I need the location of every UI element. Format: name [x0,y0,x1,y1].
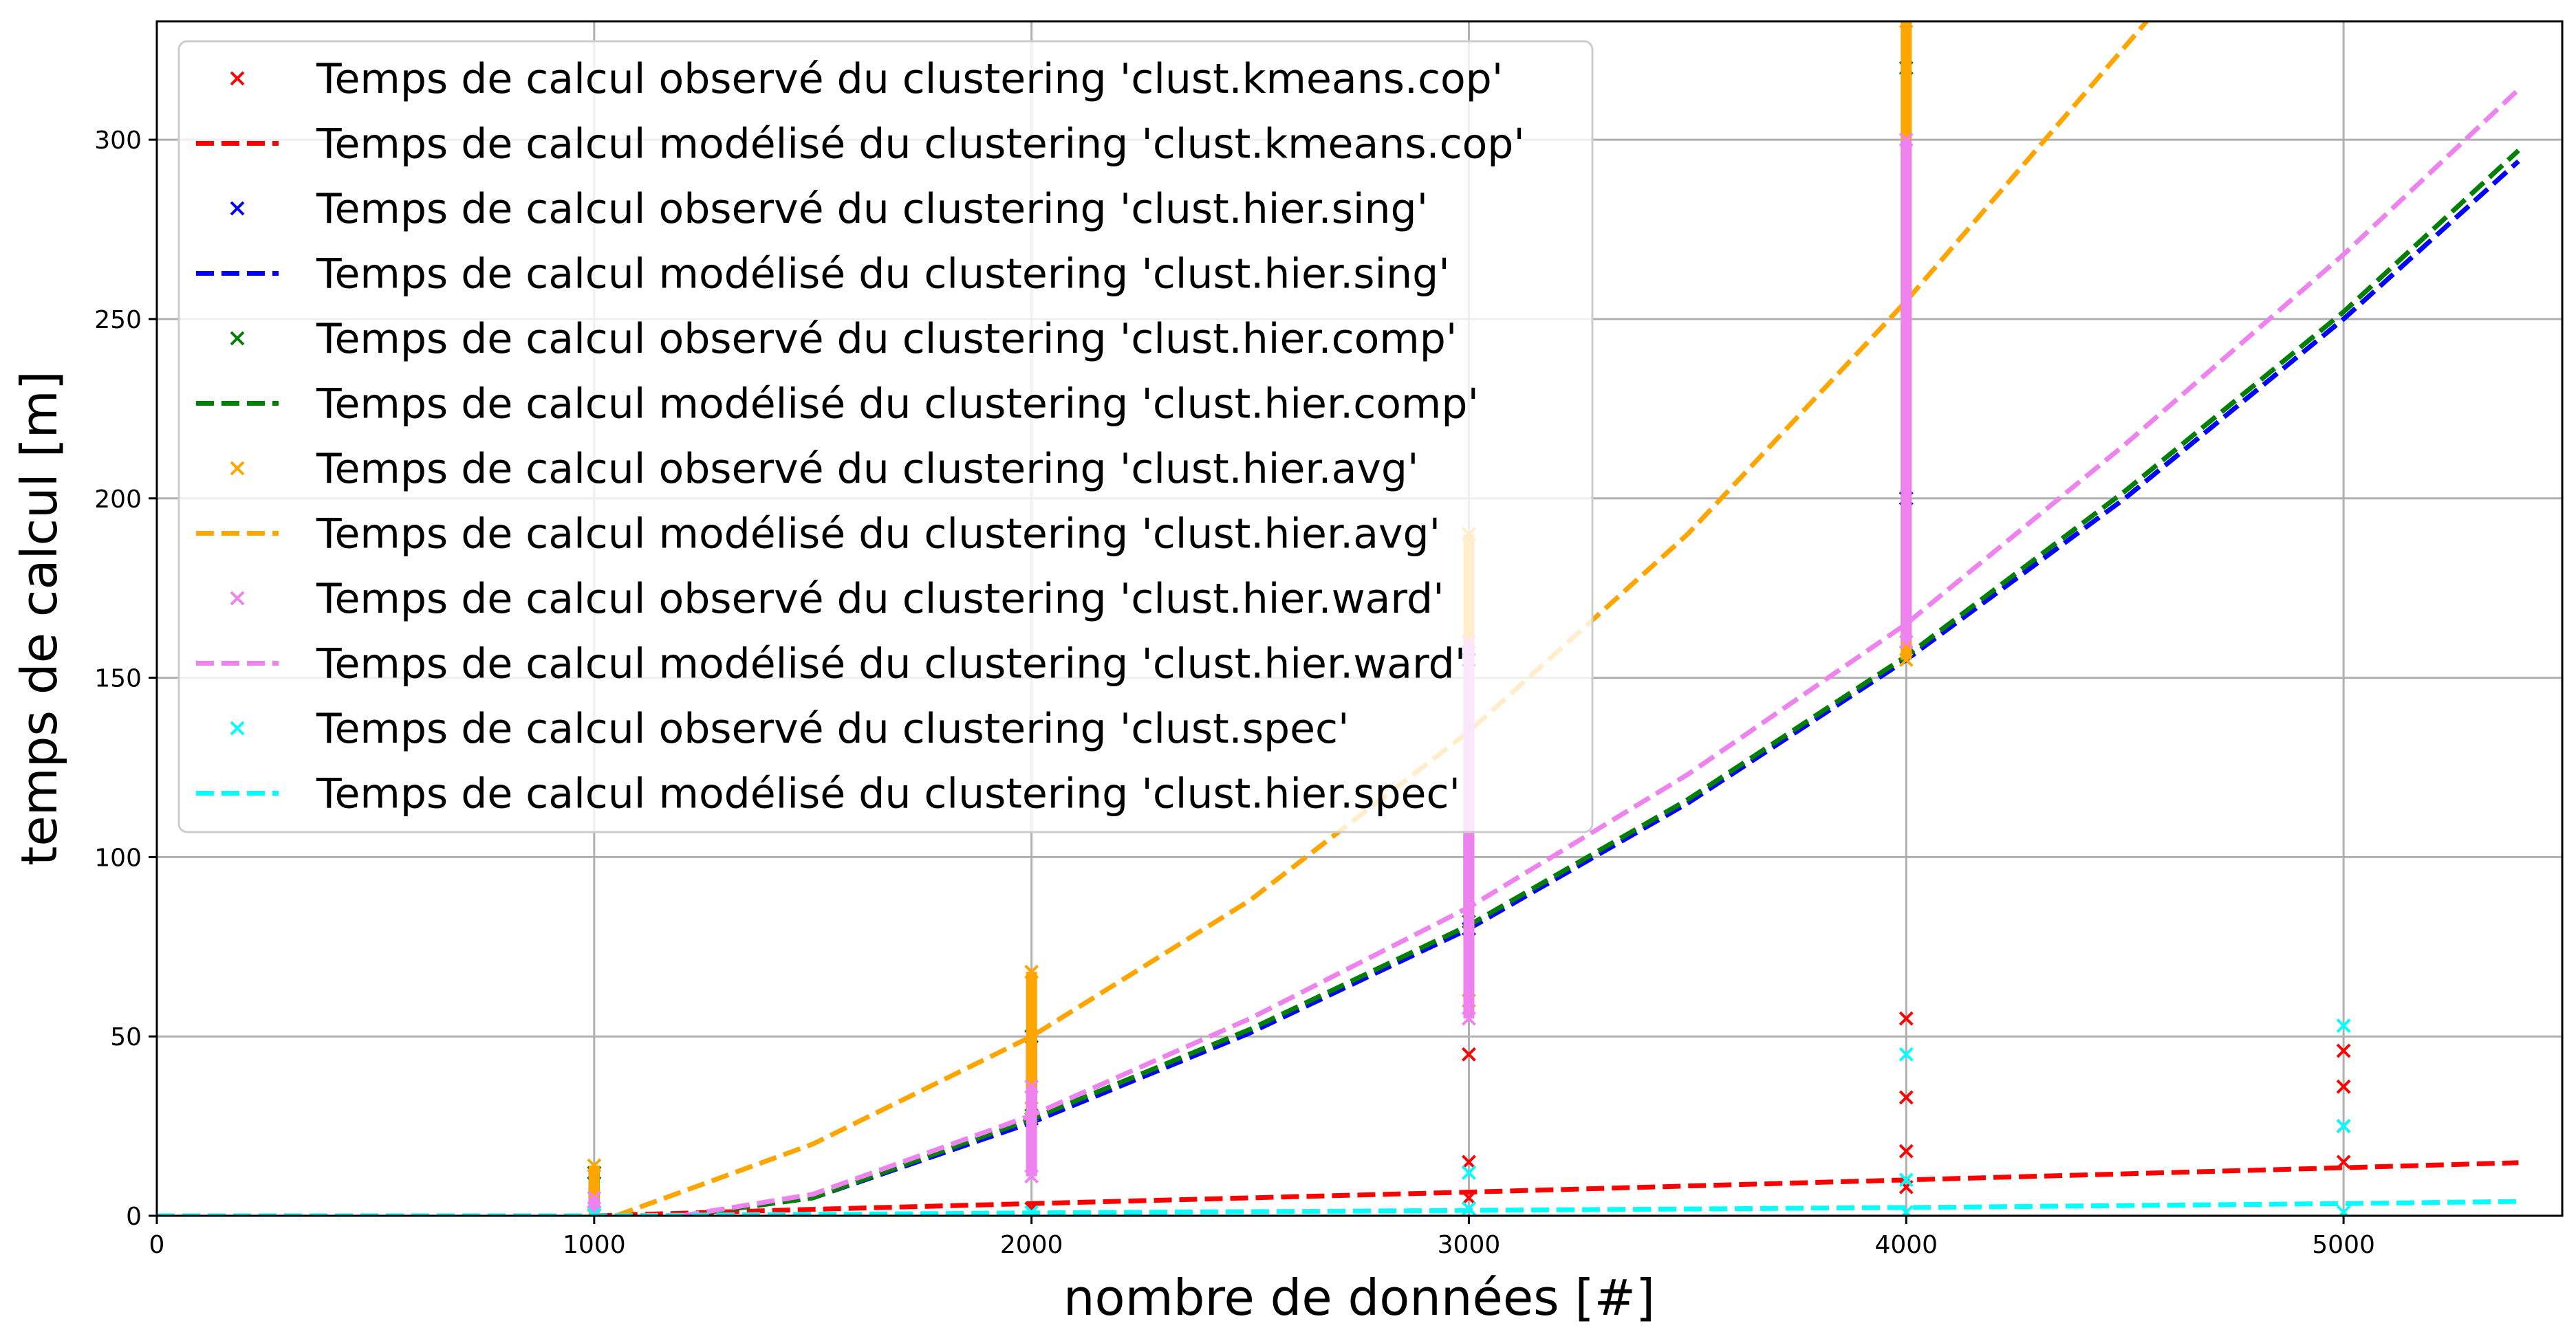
legend-item: Temps de calcul modélisé du clustering '… [196,120,1525,168]
x-tick-label: 3000 [1438,1231,1501,1259]
data-point [2336,1079,2351,1094]
legend-item: Temps de calcul observé du clustering 'c… [230,705,1350,753]
y-tick-label: 300 [94,127,142,155]
data-point [1462,1155,1476,1170]
data-point [2336,1205,2351,1216]
legend-label: Temps de calcul modélisé du clustering '… [316,770,1460,818]
legend-label: Temps de calcul modélisé du clustering '… [316,380,1479,428]
legend-item: Temps de calcul modélisé du clustering '… [196,770,1460,818]
legend-item: Temps de calcul observé du clustering 'c… [230,315,1457,363]
legend-item: Temps de calcul observé du clustering 'c… [230,575,1444,623]
data-point [230,331,245,346]
data-point [1898,132,1914,147]
legend-label: Temps de calcul modélisé du clustering '… [316,120,1525,168]
x-tick-label: 2000 [1000,1231,1063,1259]
data-point [230,721,245,736]
data-point [2336,1043,2351,1058]
model-line-clust-hier-spec [157,1199,2519,1216]
model-line-clust-hier-sing [681,159,2520,1216]
legend-label: Temps de calcul observé du clustering 'c… [316,705,1350,753]
data-point [2336,1018,2351,1033]
legend-item: Temps de calcul modélisé du clustering '… [196,380,1479,428]
x-tick-label: 0 [149,1231,165,1259]
legend-label: Temps de calcul observé du clustering 'c… [316,575,1444,623]
data-point [587,1158,602,1173]
legend-item: Temps de calcul modélisé du clustering '… [196,250,1450,298]
legend-item: Temps de calcul observé du clustering 'c… [230,55,1503,103]
data-point [1898,1144,1914,1159]
model-line-clust-kmeans-cop [594,1160,2519,1216]
data-point [230,201,245,216]
observed-clust-spec [587,1018,2351,1216]
data-point [1024,1169,1039,1184]
data-point [587,1205,602,1216]
data-point [230,71,245,86]
data-point [2336,1119,2351,1134]
data-point [1898,1172,1914,1188]
data-point [1898,653,1914,667]
data-point [1024,1079,1039,1094]
y-tick-label: 50 [110,1023,142,1051]
y-tick-label: 100 [94,844,142,872]
data-point [1898,1011,1914,1026]
legend-label: Temps de calcul modélisé du clustering '… [316,510,1440,558]
legend: Temps de calcul observé du clustering 'c… [177,40,1594,833]
data-point [1898,1090,1914,1105]
legend-label: Temps de calcul observé du clustering 'c… [316,55,1503,103]
legend-box [177,40,1594,833]
legend-label: Temps de calcul observé du clustering 'c… [316,445,1418,493]
y-tick-label: 200 [94,485,142,514]
legend-label: Temps de calcul observé du clustering 'c… [316,185,1428,233]
legend-item: Temps de calcul observé du clustering 'c… [230,185,1428,233]
x-axis-label: nombre de données [#] [1063,1269,1655,1326]
x-tick-label: 1000 [563,1231,626,1259]
plot-frame [155,20,2564,1217]
data-point [1462,1165,1476,1180]
x-tick-label: 4000 [1874,1231,1938,1259]
legend-label: Temps de calcul modélisé du clustering '… [316,250,1450,298]
y-axis-label: temps de calcul [m] [10,371,68,866]
legend-item: Temps de calcul modélisé du clustering '… [196,510,1440,558]
model-line-clust-hier-ward [681,87,2520,1216]
data-point [230,461,245,476]
data-point [230,591,245,606]
data-point [1898,21,1914,29]
data-point [1898,634,1914,649]
legend-item: Temps de calcul modélisé du clustering '… [196,640,1466,688]
legend-label: Temps de calcul observé du clustering 'c… [316,315,1457,363]
data-point [1024,964,1039,979]
ticks: 0 1000 2000 3000 4000 5000 0 50 100 150 200 250 300 [94,127,2375,1259]
legend-label: Temps de calcul modélisé du clustering '… [316,640,1466,688]
data-point [587,1190,602,1205]
data-point [1898,1047,1914,1062]
x-tick-label: 5000 [2312,1231,2375,1259]
legend-item: Temps de calcul observé du clustering 'c… [230,445,1418,493]
data-point [1462,1011,1476,1026]
model-line-clust-hier-comp [681,149,2520,1216]
y-tick-label: 0 [126,1203,142,1231]
data-point [1462,1047,1476,1062]
y-tick-label: 250 [94,306,142,334]
y-tick-label: 150 [94,665,142,693]
